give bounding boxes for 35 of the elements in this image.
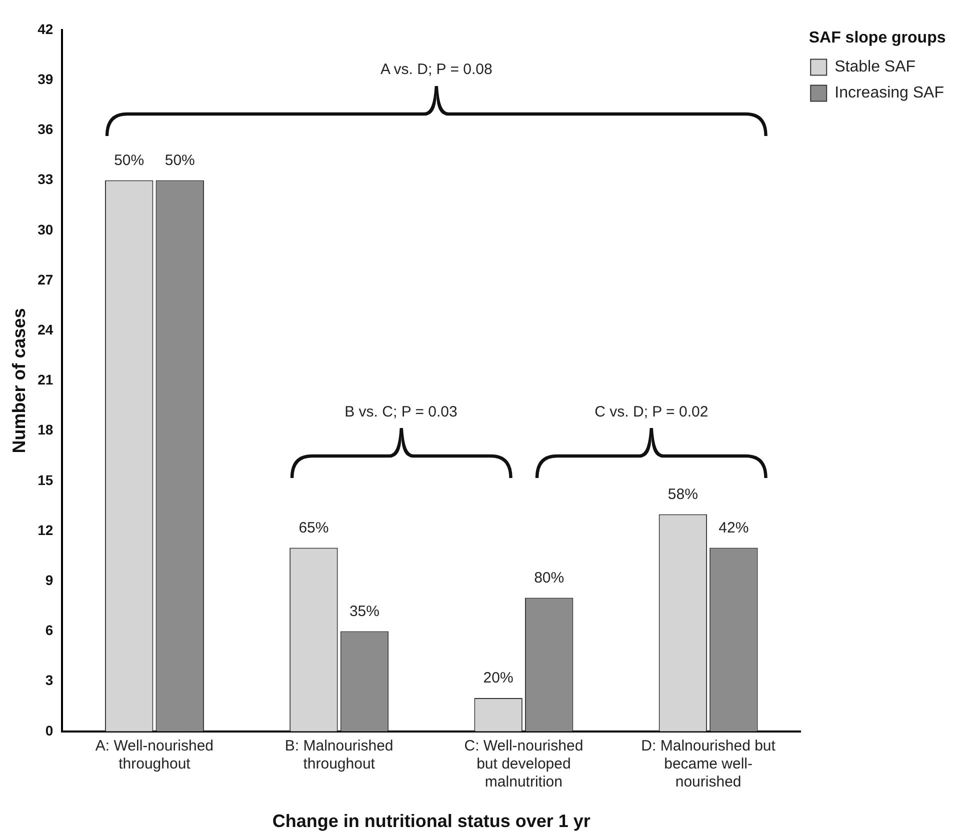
annotation: 50%: [114, 152, 144, 169]
y-tick-label: 24: [38, 321, 54, 338]
y-tick-label: 9: [45, 572, 54, 588]
y-tick-label: 15: [38, 472, 54, 488]
annotation: A vs. D; P = 0.08: [380, 61, 492, 78]
y-tick-label: 42: [38, 20, 54, 37]
y-tick-label: 6: [45, 622, 54, 638]
y-tick-label: 12: [38, 522, 54, 538]
legend-title: SAF slope groups: [808, 29, 946, 46]
y-tick-label: 18: [38, 422, 54, 438]
y-tick-label: 30: [38, 221, 54, 238]
annotation: 65%: [298, 519, 329, 536]
annotation: 35%: [349, 602, 380, 620]
legend-label: Stable SAF: [834, 58, 916, 76]
legend-label: Increasing SAF: [834, 84, 944, 102]
y-tick-label: 27: [38, 271, 54, 288]
annotation: B vs. C; P = 0.03: [344, 403, 458, 420]
annotation: 42%: [718, 519, 749, 536]
y-tick-label: 36: [38, 121, 54, 138]
x-tick-label: B: Malnourished throughout: [284, 738, 394, 773]
y-tick-label: 39: [38, 70, 54, 87]
x-tick-label: A: Well-nourished throughout: [95, 738, 214, 773]
x-axis-title: Change in nutritional status over 1 yr: [272, 811, 590, 832]
x-tick-label: C: Well-nourished but developed malnutrition: [464, 738, 584, 791]
annotation: 58%: [668, 486, 698, 503]
annotation: C vs. D; P = 0.02: [594, 403, 708, 420]
y-tick-label: 21: [38, 372, 54, 388]
y-tick-label: 33: [38, 171, 54, 188]
y-tick-label: 0: [45, 722, 54, 738]
y-axis-title: Number of cases: [8, 308, 29, 454]
x-tick-label: D: Malnourished but became well-nourished: [641, 738, 776, 791]
annotation: 20%: [483, 670, 514, 687]
y-tick-label: 3: [45, 672, 54, 688]
annotation: 80%: [534, 569, 564, 586]
annotation: 50%: [164, 152, 195, 169]
